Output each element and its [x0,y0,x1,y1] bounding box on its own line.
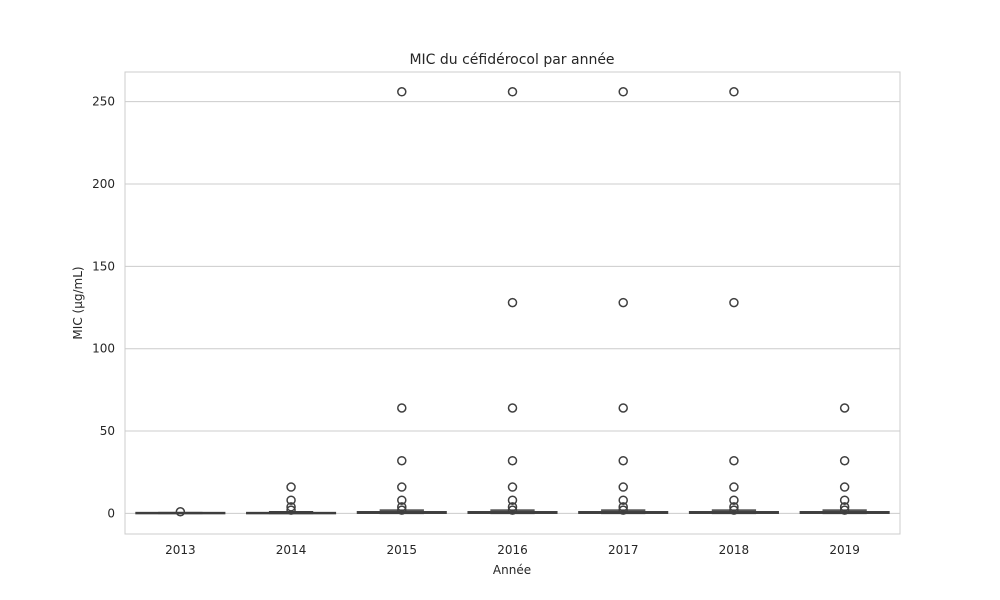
outlier-point [618,455,628,466]
outlier-point [729,505,739,515]
y-axis-label: MIC (µg/mL) [71,266,85,339]
y-tick-label: 0 [107,506,115,520]
outlier-point [286,495,296,505]
box-plot-2017 [578,87,669,515]
box-plot-2014 [246,482,337,515]
outlier-point [397,495,407,505]
outlier-point [618,495,628,505]
outlier-point [839,495,850,505]
box-plot-2015 [356,87,447,515]
box-plot-2018 [688,87,779,515]
outlier-point [507,403,518,413]
outlier-point [839,505,850,515]
outlier-point [397,482,407,492]
y-tick-labels: 0 50 100 150 200 250 [92,95,115,521]
outlier-point [507,505,518,515]
x-tick-label: 2018 [719,543,750,557]
outlier-point [839,403,850,413]
chart-title: MIC du céfidérocol par année [409,52,614,68]
x-tick-label: 2016 [497,543,528,557]
outlier-point [286,505,296,515]
outlier-point [286,502,296,512]
y-tick-label: 200 [92,177,115,191]
outlier-point [839,482,850,492]
outlier-point [507,455,518,466]
outlier-point [507,482,518,492]
outlier-point [397,455,407,466]
outlier-point [175,507,186,517]
outlier-point [397,403,407,413]
plot-frame [124,71,901,535]
outlier-point [397,505,407,515]
outlier-point [729,502,739,512]
outlier-point [618,87,628,97]
y-tick-label: 50 [100,424,115,438]
outlier-point [729,482,739,492]
x-tick-label: 2014 [276,543,307,557]
outlier-point [729,495,739,505]
x-tick-label: 2013 [165,543,196,557]
outlier-point [397,502,407,512]
outlier-point [839,455,850,466]
box-plots [135,87,890,517]
outlier-point [618,482,628,492]
x-tick-label: 2019 [829,543,860,557]
outlier-point [839,502,850,512]
x-tick-label: 2017 [608,543,639,557]
x-axis-label: Année [493,563,531,577]
box-plot-2013 [135,507,226,517]
x-tick-label: 2015 [387,543,418,557]
outlier-point [286,482,296,492]
y-tick-label: 150 [92,259,115,273]
x-tick-labels: 2013 2014 2015 2016 2017 2018 2019 [165,543,860,557]
outlier-point [507,297,518,308]
grid-lines [125,101,900,514]
outlier-point [507,495,518,505]
y-tick-label: 250 [92,95,115,109]
box-plot-2019 [799,403,890,515]
outlier-point [618,505,628,515]
outlier-point [618,502,628,512]
outlier-point [729,455,739,466]
outlier-point [618,297,628,308]
box-plot-2016 [467,87,558,515]
outlier-point [507,502,518,512]
outlier-point [618,403,628,413]
y-tick-label: 100 [92,342,115,356]
outlier-point [397,87,407,97]
outlier-point [729,297,739,308]
outlier-point [729,87,739,97]
outlier-point [507,87,518,97]
